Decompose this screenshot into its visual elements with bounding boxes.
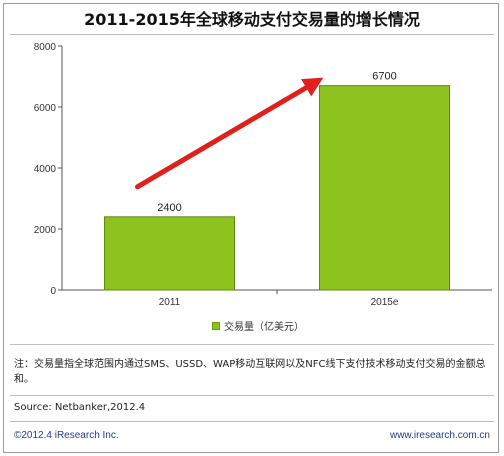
- legend-label: 交易量（亿美元）: [224, 322, 304, 333]
- title-divider: [10, 34, 494, 35]
- y-tick-label: 8000: [34, 42, 57, 53]
- y-tick-label: 4000: [34, 164, 57, 175]
- bar: [104, 216, 235, 291]
- y-tick-label: 0: [50, 286, 56, 297]
- legend-divider: [10, 344, 494, 345]
- x-tick-label: 2015e: [371, 297, 399, 308]
- source-divider: [10, 421, 494, 422]
- bar: [319, 85, 450, 291]
- note-divider: [10, 395, 494, 396]
- source-text: Source: Netbanker,2012.4: [14, 402, 146, 413]
- y-tick-label: 6000: [34, 103, 57, 114]
- website-link[interactable]: www.iresearch.com.cn: [389, 430, 490, 441]
- legend-swatch: [212, 321, 220, 330]
- data-label: 2400: [157, 202, 181, 214]
- x-tick-label: 2011: [159, 297, 181, 308]
- data-label: 6700: [372, 71, 396, 83]
- growth-arrow: [135, 77, 324, 190]
- copyright-text: ©2012.4 iResearch Inc.: [14, 430, 119, 441]
- legend: 交易量（亿美元）: [212, 318, 304, 333]
- footnote: 注：交易量指全球范围内通过SMS、USSD、WAP移动互联网以及NFC线下支付技…: [14, 359, 486, 385]
- chart-title: 2011-2015年全球移动支付交易量的增长情况: [84, 10, 420, 29]
- bar-chart: 8000 6000 4000 2000 0 2400 2011 6700 2015e: [34, 42, 492, 308]
- y-tick-label: 2000: [34, 225, 57, 236]
